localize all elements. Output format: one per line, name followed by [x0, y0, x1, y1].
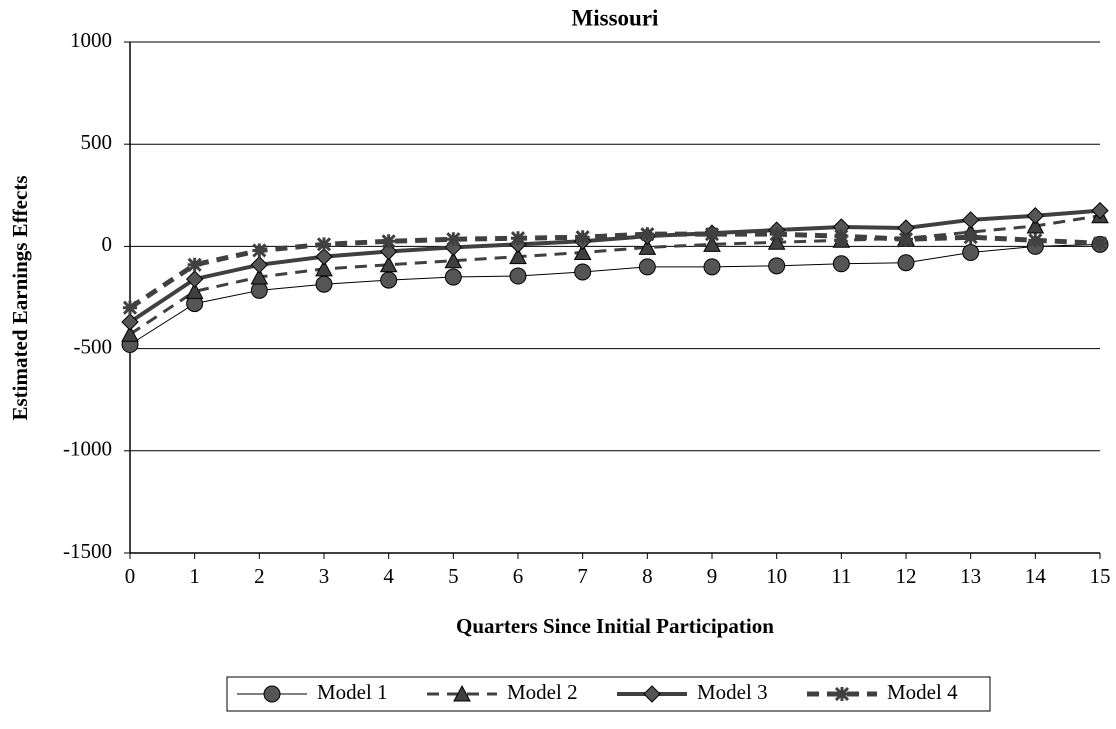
marker	[510, 231, 526, 246]
x-tick-label: 9	[707, 564, 718, 588]
marker	[961, 211, 980, 229]
legend-marker	[263, 685, 281, 703]
y-tick-label: 500	[81, 130, 113, 154]
y-tick-label: -1000	[63, 437, 112, 461]
x-tick-label: 14	[1025, 564, 1047, 588]
x-tick-label: 12	[896, 564, 917, 588]
marker	[640, 227, 655, 242]
x-tick-label: 8	[642, 564, 653, 588]
x-axis-label: Quarters Since Initial Participation	[456, 614, 774, 638]
x-tick-label: 7	[577, 564, 588, 588]
x-tick-label: 15	[1090, 564, 1111, 588]
marker	[703, 258, 721, 276]
y-tick-label: 0	[102, 232, 113, 256]
x-tick-label: 5	[448, 564, 459, 588]
series-line	[129, 243, 1101, 345]
x-tick-label: 10	[766, 564, 787, 588]
marker	[897, 254, 915, 272]
marker	[509, 267, 527, 285]
marker	[575, 230, 590, 245]
marker	[121, 313, 139, 331]
x-tick-label: 13	[960, 564, 981, 588]
legend-box	[226, 676, 991, 712]
marker	[1092, 236, 1108, 251]
marker	[769, 227, 784, 242]
x-tick-label: 11	[831, 564, 851, 588]
marker	[962, 244, 980, 262]
series-line	[128, 231, 1101, 310]
x-tick-label: 1	[189, 564, 200, 588]
marker	[185, 282, 204, 299]
marker	[444, 268, 462, 286]
marker	[121, 325, 139, 342]
marker	[381, 234, 396, 249]
marker	[380, 271, 398, 289]
x-tick-label: 2	[254, 564, 265, 588]
series-line	[129, 214, 1101, 336]
y-axis-label: Estimated Earnings Effects	[8, 176, 32, 421]
marker	[898, 232, 914, 247]
marker	[316, 237, 332, 252]
marker	[1026, 216, 1045, 234]
legend-marker	[643, 685, 661, 703]
x-tick-label: 4	[383, 564, 394, 588]
y-tick-label: 1000	[70, 28, 112, 52]
marker	[703, 235, 721, 252]
marker	[767, 233, 786, 250]
marker	[444, 251, 463, 269]
y-tick-label: -1500	[63, 539, 112, 563]
marker	[250, 281, 268, 299]
marker	[252, 243, 267, 258]
marker	[187, 257, 202, 272]
marker	[379, 255, 398, 273]
marker	[704, 227, 720, 242]
x-tick-label: 6	[513, 564, 524, 588]
marker	[638, 238, 657, 255]
marker	[446, 232, 461, 247]
legend-marker	[834, 686, 850, 702]
marker	[315, 259, 333, 277]
legend-label: Model 3	[697, 680, 768, 704]
marker	[250, 256, 269, 274]
marker	[963, 230, 978, 245]
legend-marker	[453, 684, 471, 702]
marker	[638, 258, 656, 276]
marker	[768, 257, 786, 275]
marker	[834, 229, 849, 244]
y-tick-label: -500	[74, 334, 113, 358]
marker	[1028, 233, 1043, 248]
marker	[509, 247, 527, 265]
marker	[185, 270, 204, 288]
legend-label: Model 1	[317, 680, 388, 704]
x-tick-label: 3	[319, 564, 330, 588]
legend-label: Model 2	[507, 680, 578, 704]
marker	[832, 255, 850, 273]
marker	[315, 275, 333, 293]
marker	[379, 242, 398, 261]
x-tick-label: 0	[125, 564, 136, 588]
marker	[1091, 201, 1109, 220]
marker	[573, 243, 592, 261]
chart-title: Missouri	[572, 5, 660, 30]
legend-label: Model 4	[887, 680, 958, 704]
marker	[574, 263, 592, 281]
marker	[1026, 207, 1045, 225]
series-line	[128, 208, 1101, 324]
marker	[250, 267, 269, 285]
marker	[122, 300, 138, 315]
marker	[315, 247, 333, 266]
